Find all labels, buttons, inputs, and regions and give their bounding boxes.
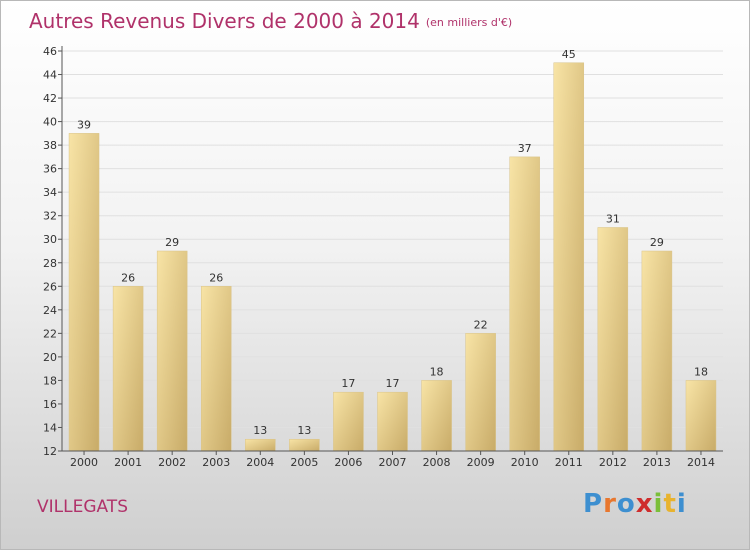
bar-value-label: 22 [474,318,488,331]
y-tick-label: 34 [43,186,57,199]
bar-value-label: 26 [209,271,223,284]
chart-unit: (en milliers d'€) [425,16,513,29]
x-tick-label: 2006 [334,456,362,469]
x-tick-label: 2002 [158,456,186,469]
bar-value-label: 39 [77,118,91,131]
bar [553,62,585,452]
y-tick-label: 14 [43,421,57,434]
chart-title-text: Autres Revenus Divers de 2000 à 2014 [29,9,420,33]
x-tick-label: 2004 [246,456,274,469]
y-tick-label: 42 [43,92,57,105]
y-tick-label: 16 [43,398,57,411]
x-tick-label: 2009 [467,456,495,469]
bar [685,380,717,452]
bar [465,333,496,452]
bar-value-label: 13 [253,424,267,437]
bar [112,286,144,452]
logo-letter: i [653,489,664,519]
place-name: VILLEGATS [37,497,128,517]
bar-value-label: 37 [518,142,532,155]
logo-letter: P [583,489,604,519]
y-tick-label: 22 [43,327,57,340]
chart-title: Autres Revenus Divers de 2000 à 2014 (en … [29,9,512,33]
x-tick-label: 2007 [379,456,407,469]
y-tick-label: 36 [43,163,57,176]
y-tick-label: 46 [43,45,57,58]
bar [421,380,452,452]
bar [597,227,629,452]
y-tick-label: 40 [43,116,57,129]
bar-value-label: 13 [297,424,311,437]
logo-letter: t [663,489,677,519]
logo-letter: i [676,489,687,519]
x-tick-label: 2012 [599,456,627,469]
bar [333,391,364,452]
bar [641,250,673,452]
bar-value-label: 45 [562,48,576,61]
bar-value-label: 18 [430,365,444,378]
y-tick-label: 12 [43,445,57,458]
x-tick-label: 2001 [114,456,142,469]
y-tick-label: 28 [43,257,57,270]
bar [200,286,232,452]
y-tick-label: 32 [43,210,57,223]
x-tick-label: 2011 [555,456,583,469]
x-tick-label: 2005 [290,456,318,469]
proxiti-logo[interactable]: Proxiti [583,489,687,519]
y-tick-label: 44 [43,69,57,82]
y-tick-label: 38 [43,139,57,152]
y-tick-label: 18 [43,374,57,387]
bar-value-label: 17 [386,377,400,390]
logo-letter: x [635,489,654,519]
bar [68,133,100,452]
bar [156,250,188,452]
bar-value-label: 29 [165,236,179,249]
x-tick-label: 2014 [687,456,715,469]
bar [289,438,320,452]
bar [377,391,408,452]
bar-value-label: 18 [694,365,708,378]
bar-value-label: 29 [650,236,664,249]
x-tick-label: 2000 [70,456,98,469]
x-tick-label: 2003 [202,456,230,469]
bar-value-label: 17 [341,377,355,390]
bar-value-label: 31 [606,212,620,225]
y-tick-label: 24 [43,304,57,317]
bar-value-label: 26 [121,271,135,284]
y-tick-label: 30 [43,233,57,246]
bar [509,156,540,452]
bar [245,438,276,452]
x-tick-label: 2010 [511,456,539,469]
y-tick-label: 20 [43,351,57,364]
logo-letter: r [603,489,617,519]
y-tick-label: 26 [43,280,57,293]
logo-letter: o [616,489,636,519]
x-tick-label: 2008 [423,456,451,469]
x-tick-label: 2013 [643,456,671,469]
